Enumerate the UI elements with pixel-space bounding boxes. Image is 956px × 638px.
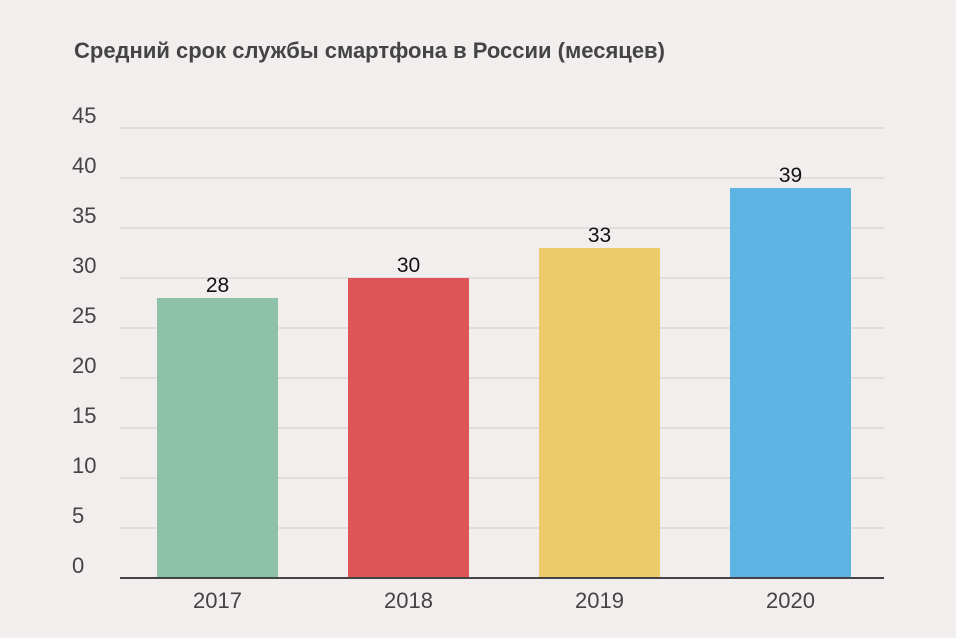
x-tick-label-2018: 2018 — [384, 588, 433, 613]
data-labels: 28 30 33 39 — [206, 164, 802, 297]
y-tick-label: 10 — [72, 453, 96, 478]
bar-2020 — [730, 188, 851, 578]
y-axis-ticks: 0 5 10 15 20 25 30 35 40 45 — [72, 103, 96, 578]
y-tick-label: 30 — [72, 253, 96, 278]
y-tick-label: 35 — [72, 203, 96, 228]
y-tick-label: 25 — [72, 303, 96, 328]
bar-2018 — [348, 278, 469, 578]
y-tick-label: 15 — [72, 403, 96, 428]
data-label-2019: 33 — [588, 224, 611, 247]
chart-title: Средний срок службы смартфона в России (… — [74, 38, 665, 63]
data-label-2018: 30 — [397, 254, 420, 277]
data-label-2020: 39 — [779, 164, 802, 187]
bar-2019 — [539, 248, 660, 578]
data-label-2017: 28 — [206, 274, 229, 297]
y-tick-label: 5 — [72, 503, 84, 528]
x-tick-label-2020: 2020 — [766, 588, 815, 613]
x-tick-label-2017: 2017 — [193, 588, 242, 613]
y-tick-label: 40 — [72, 153, 96, 178]
bar-2017 — [157, 298, 278, 578]
x-tick-label-2019: 2019 — [575, 588, 624, 613]
y-tick-label: 45 — [72, 103, 96, 128]
bars — [157, 188, 851, 578]
x-axis-ticks: 2017 2018 2019 2020 — [193, 588, 815, 613]
y-tick-label: 20 — [72, 353, 96, 378]
y-tick-label: 0 — [72, 553, 84, 578]
